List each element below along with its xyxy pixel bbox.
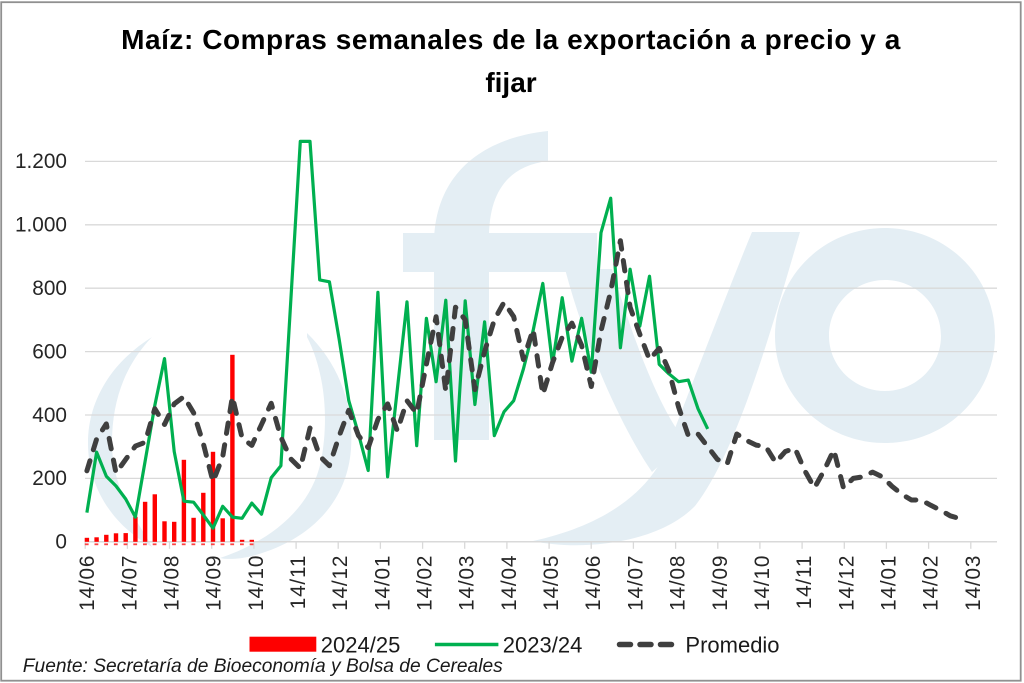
svg-text:2023/24: 2023/24 [503,633,583,658]
svg-text:14/09: 14/09 [709,555,732,611]
svg-text:14/08: 14/08 [667,555,690,611]
svg-text:14/09: 14/09 [203,555,226,611]
svg-text:14/04: 14/04 [498,555,521,611]
svg-text:1.200: 1.200 [15,150,67,173]
svg-text:14/02: 14/02 [414,555,437,611]
svg-text:14/10: 14/10 [245,555,268,611]
svg-text:fijar: fijar [485,67,536,98]
svg-text:200: 200 [32,467,67,490]
svg-text:Fuente: Secretaría de Bioecono: Fuente: Secretaría de Bioeconomía y Bols… [23,656,503,677]
svg-text:14/08: 14/08 [161,555,184,611]
svg-text:14/06: 14/06 [76,555,99,611]
svg-text:14/03: 14/03 [962,555,985,611]
svg-text:0: 0 [55,531,67,554]
svg-text:14/05: 14/05 [540,555,563,611]
svg-text:600: 600 [32,340,67,363]
svg-text:Maíz: Compras semanales de la: Maíz: Compras semanales de la exportació… [121,24,901,55]
svg-text:14/02: 14/02 [920,555,943,611]
svg-text:14/07: 14/07 [118,555,141,611]
svg-text:14/12: 14/12 [835,555,858,611]
svg-text:400: 400 [32,404,67,427]
svg-text:14/06: 14/06 [582,555,605,611]
svg-text:14/10: 14/10 [751,555,774,611]
svg-text:1.000: 1.000 [15,214,67,237]
svg-text:800: 800 [32,277,67,300]
svg-text:14/11: 14/11 [287,555,310,610]
svg-text:Promedio: Promedio [685,633,779,658]
svg-text:14/11: 14/11 [793,555,816,610]
svg-text:14/01: 14/01 [877,555,900,611]
svg-text:2024/25: 2024/25 [321,633,401,658]
svg-text:14/07: 14/07 [624,555,647,611]
svg-text:14/03: 14/03 [456,555,479,611]
svg-text:14/01: 14/01 [371,555,394,611]
svg-text:14/12: 14/12 [329,555,352,611]
